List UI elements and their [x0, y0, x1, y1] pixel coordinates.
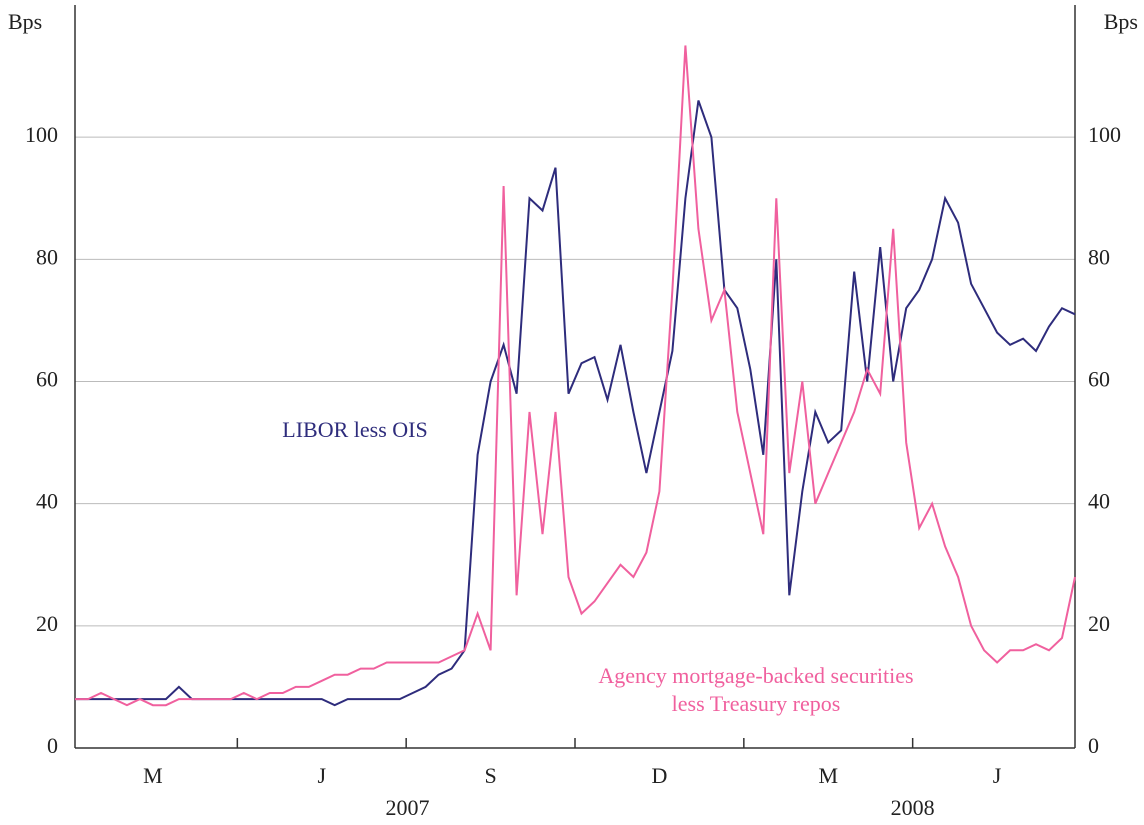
y2-tick-label: 100: [1088, 122, 1121, 147]
x-tick-label: S: [484, 763, 496, 788]
y-tick-label: 20: [36, 611, 58, 636]
y2-tick-label: 80: [1088, 244, 1110, 269]
series-label: less Treasury repos: [672, 691, 841, 716]
y2-tick-label: 0: [1088, 733, 1099, 758]
series-line: [75, 100, 1076, 707]
x-tick-label: D: [651, 763, 667, 788]
year-label: 2007: [385, 795, 429, 820]
x-tick-label: J: [993, 763, 1002, 788]
y2-tick-label: 60: [1088, 367, 1110, 392]
y-tick-label: 60: [36, 367, 58, 392]
series-label: LIBOR less OIS: [282, 417, 427, 442]
y-tick-label: 0: [47, 733, 58, 758]
series-line: [75, 45, 1076, 707]
x-tick-label: M: [143, 763, 163, 788]
y-tick-label: 40: [36, 489, 58, 514]
y-axis-label: Bps: [8, 9, 42, 34]
year-label: 2008: [891, 795, 935, 820]
y2-tick-label: 40: [1088, 489, 1110, 514]
x-tick-label: M: [818, 763, 838, 788]
x-tick-label: J: [317, 763, 326, 788]
y-tick-label: 100: [25, 122, 58, 147]
y-tick-label: 80: [36, 244, 58, 269]
y2-tick-label: 20: [1088, 611, 1110, 636]
series-label: Agency mortgage-backed securities: [598, 663, 913, 688]
y2-axis-label: Bps: [1104, 9, 1138, 34]
